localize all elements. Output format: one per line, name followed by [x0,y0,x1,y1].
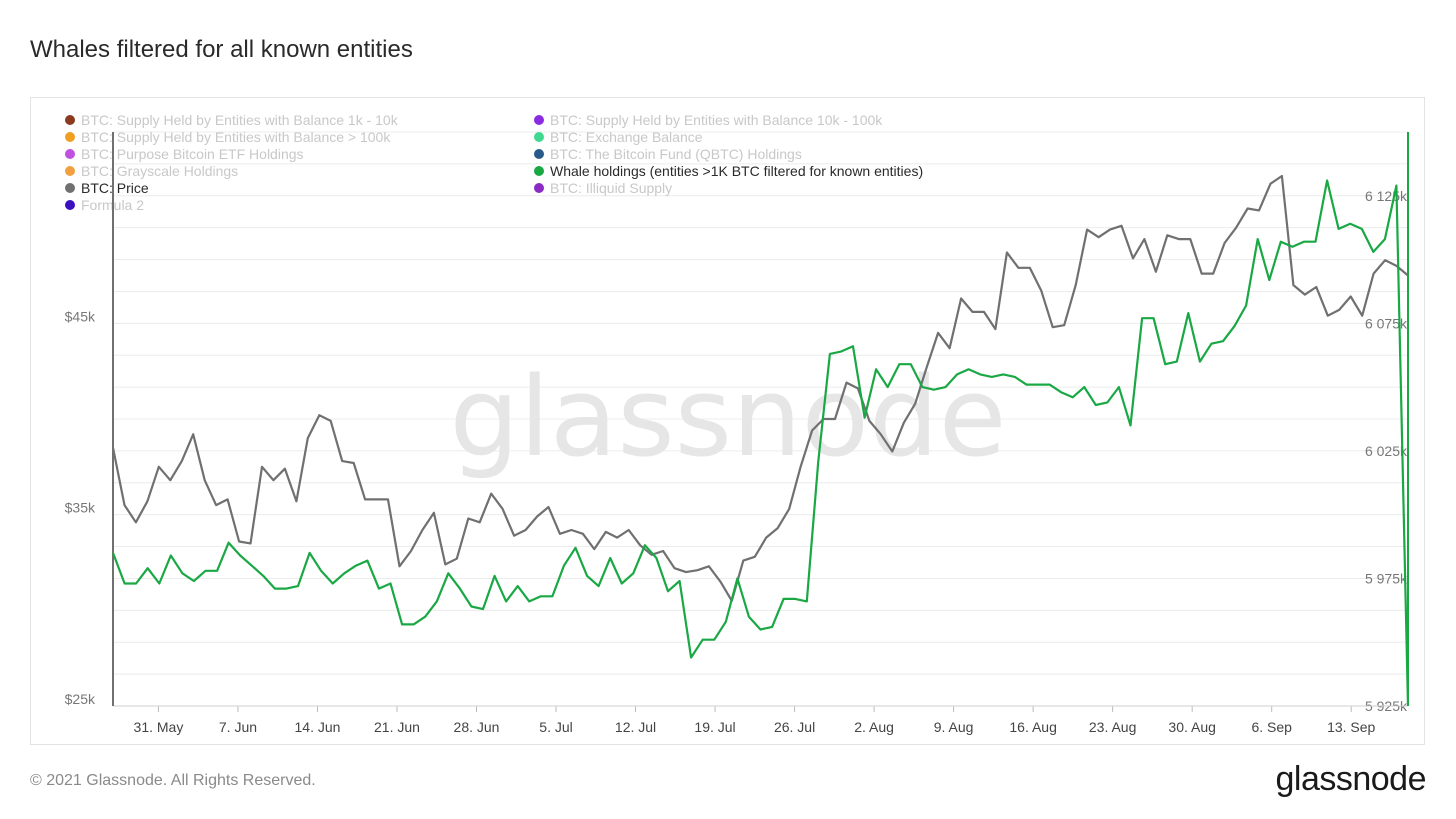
x-tick-label: 16. Aug [1009,719,1057,735]
x-tick-label: 23. Aug [1089,719,1137,735]
x-tick-label: 13. Sep [1327,719,1375,735]
y-right-tick-label: 6 075k [1365,315,1408,331]
legend-item-label[interactable]: BTC: Supply Held by Entities with Balanc… [81,129,391,145]
copyright-text: © 2021 Glassnode. All Rights Reserved. [30,772,316,789]
series-line-btc-price[interactable] [111,174,1409,602]
x-tick-label: 2. Aug [854,719,894,735]
x-tick-label: 21. Jun [374,719,420,735]
x-tick-label: 30. Aug [1168,719,1216,735]
legend-marker[interactable] [65,132,75,142]
x-tick-label: 14. Jun [295,719,341,735]
legend-marker[interactable] [65,166,75,176]
x-tick-label: 19. Jul [694,719,735,735]
legend-item-label[interactable]: Whale holdings (entities >1K BTC filtere… [550,163,923,179]
y-left-tick-label: $45k [65,308,96,324]
legend-item-label[interactable]: BTC: Illiquid Supply [550,180,672,196]
legend-marker[interactable] [534,166,544,176]
legend-marker[interactable] [65,200,75,210]
x-tick-label: 9. Aug [934,719,974,735]
y-left-tick-label: $35k [65,500,96,516]
y-right-tick-label: 6 025k [1365,443,1408,459]
watermark: glassnode [450,353,1007,481]
legend-marker[interactable] [534,149,544,159]
y-axis-left: $25k $35k $45k [65,308,96,707]
chart-frame [30,97,1425,745]
legend-item-label[interactable]: BTC: Supply Held by Entities with Balanc… [81,112,399,128]
chart-title: Whales filtered for all known entities [30,36,413,63]
x-tick-label: 12. Jul [615,719,656,735]
legend-item-label[interactable]: BTC: Price [81,180,149,196]
y-left-tick-label: $25k [65,691,96,707]
legend-item-label[interactable]: BTC: Supply Held by Entities with Balanc… [550,112,883,128]
legend-marker[interactable] [534,183,544,193]
legend-item-label[interactable]: BTC: The Bitcoin Fund (QBTC) Holdings [550,146,802,162]
legend-marker[interactable] [534,115,544,125]
x-tick-label: 5. Jul [539,719,572,735]
x-tick-label: 28. Jun [454,719,500,735]
x-tick-label: 31. May [134,719,184,735]
x-tick-label: 7. Jun [219,719,257,735]
x-tick-label: 26. Jul [774,719,815,735]
legend-marker[interactable] [65,183,75,193]
legend-marker[interactable] [65,115,75,125]
y-right-tick-label: 6 125k [1365,188,1408,204]
series-lines [111,174,1410,707]
glassnode-logo: glassnode [1275,760,1426,798]
x-tick-label: 6. Sep [1251,719,1292,735]
legend-item-label[interactable]: BTC: Purpose Bitcoin ETF Holdings [81,146,304,162]
legend-item-label[interactable]: BTC: Exchange Balance [550,129,703,145]
series-line-whale-holdings[interactable] [111,179,1410,707]
y-right-tick-label: 5 975k [1365,570,1408,586]
legend-marker[interactable] [65,149,75,159]
x-axis: 31. May 7. Jun 14. Jun 21. Jun 28. Jun 5. Jul… [112,132,1409,735]
legend: BTC: Supply Held by Entities with Balanc… [65,112,923,213]
legend-item-label[interactable]: BTC: Grayscale Holdings [81,163,238,179]
legend-marker[interactable] [534,132,544,142]
